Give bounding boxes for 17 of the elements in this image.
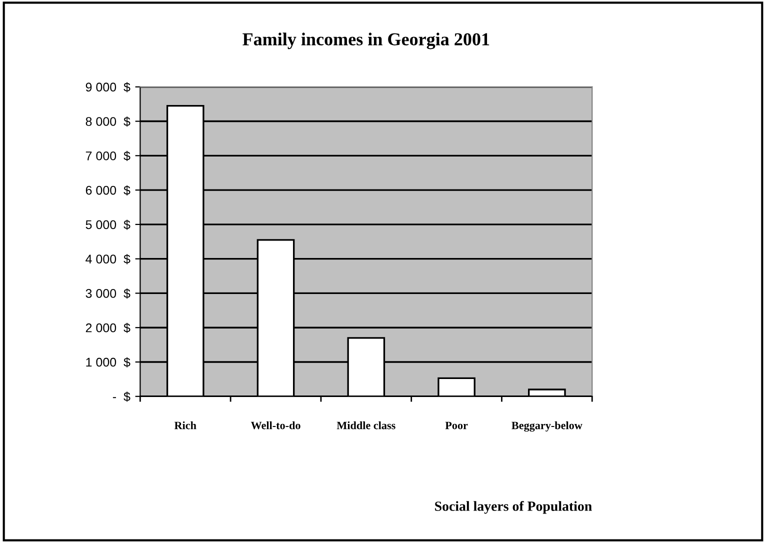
x-tick-label: Middle class	[336, 421, 396, 430]
x-tick-label: Rich	[174, 421, 196, 430]
x-axis-title: Social layers of Population	[435, 501, 592, 514]
y-tick-label: 8 000 $	[86, 116, 130, 127]
y-tick-label: 5 000 $	[86, 220, 130, 230]
y-tick-label: 9 000 $	[86, 82, 130, 92]
y-tick-label: 2 000 $	[86, 322, 130, 334]
x-tick-label: Poor	[445, 422, 468, 430]
y-tick-label: 3 000 $	[86, 288, 130, 299]
chart-title: Family incomes in Georgia 2001	[242, 32, 490, 50]
y-tick-label: 6 000 $	[86, 185, 130, 196]
y-tick-label: - $	[112, 392, 130, 402]
x-tick-label: Well-to-do	[250, 421, 300, 430]
y-tick-label: 7 000 $	[86, 150, 130, 162]
y-tick-label: 4 000 $	[86, 254, 130, 264]
y-tick-label: 1 000 $	[86, 357, 130, 368]
x-tick-label: Beggary-below	[512, 421, 582, 432]
